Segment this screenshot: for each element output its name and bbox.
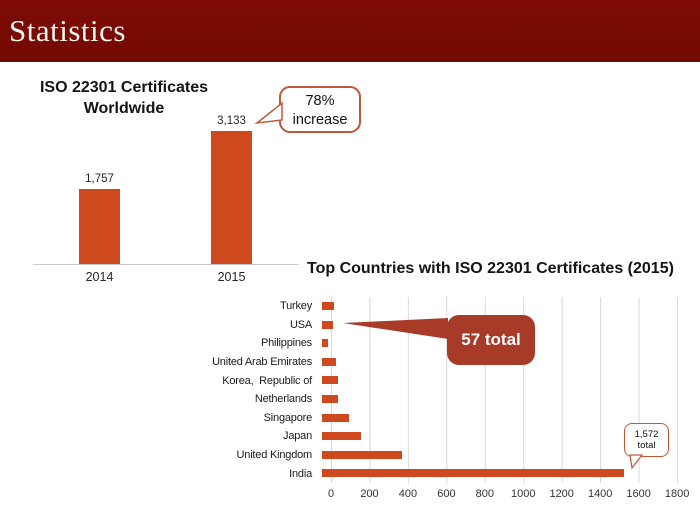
country-bar-track bbox=[322, 334, 668, 353]
country-bar bbox=[322, 302, 334, 310]
country-bar-track bbox=[322, 297, 668, 316]
country-bar bbox=[322, 320, 333, 329]
country-label: Japan bbox=[283, 430, 312, 443]
x-tick-label: 600 bbox=[437, 488, 456, 500]
country-row: United Arab Emirates bbox=[210, 353, 678, 372]
bar-value-label-2015: 3,133 bbox=[217, 115, 246, 127]
top-countries-rows: Turkey USA Philippines United Arab Emirates… bbox=[210, 297, 678, 483]
increase-callout-tail bbox=[254, 101, 283, 125]
country-bar-track bbox=[322, 446, 668, 465]
india-total-callout-line1: 1,572 bbox=[634, 429, 659, 440]
india-total-callout-line2: total bbox=[637, 440, 656, 451]
x-tick-label: 1000 bbox=[511, 488, 536, 500]
x-tick-label: 1400 bbox=[587, 488, 613, 500]
country-label: USA bbox=[289, 318, 312, 331]
country-bar bbox=[322, 450, 402, 459]
country-bar-track bbox=[322, 427, 668, 446]
usa-callout-tail bbox=[343, 318, 448, 339]
country-row: Japan bbox=[210, 427, 678, 446]
country-label: India bbox=[289, 467, 312, 480]
country-bar-track bbox=[322, 409, 668, 428]
x-tick-label: 800 bbox=[475, 488, 494, 500]
x-tick-label: 1600 bbox=[626, 488, 651, 500]
x-tick-label: 200 bbox=[360, 488, 379, 500]
bar-2014 bbox=[79, 189, 120, 264]
increase-callout: 78% increase bbox=[279, 86, 361, 133]
axis-label-2015: 2015 bbox=[217, 270, 246, 284]
country-bar bbox=[322, 469, 625, 478]
country-row: Philippines bbox=[210, 334, 678, 353]
country-label: United Arab Emirates bbox=[212, 356, 312, 369]
india-total-callout: 1,572 total bbox=[624, 423, 669, 457]
country-bar bbox=[322, 376, 339, 385]
country-bar-track bbox=[322, 464, 668, 483]
x-tick-label: 1200 bbox=[549, 488, 574, 500]
x-tick-label: 400 bbox=[398, 488, 418, 500]
worldwide-plot: 1,757 3,133 2014 2015 bbox=[33, 115, 298, 284]
country-bar bbox=[322, 339, 329, 348]
increase-callout-line1: 78% bbox=[305, 93, 335, 109]
worldwide-chart-title: ISO 22301 Certificates Worldwide bbox=[18, 77, 230, 119]
country-bar bbox=[322, 357, 336, 366]
usa-total-callout: 57 total bbox=[447, 315, 535, 365]
top-countries-chart-title: Top Countries with ISO 22301 Certificate… bbox=[307, 260, 674, 277]
country-row: Turkey bbox=[210, 297, 678, 316]
top-countries-x-axis: 0 200 400 600 800 1000 1200 1400 1600 1800 bbox=[327, 488, 689, 502]
country-bar bbox=[322, 413, 349, 422]
x-tick-label: 0 bbox=[327, 488, 335, 500]
country-bar-track bbox=[322, 316, 668, 335]
increase-callout-line2: increase bbox=[292, 112, 348, 128]
bar-value-label-2014: 1,757 bbox=[85, 173, 114, 185]
country-bar-track bbox=[322, 390, 668, 409]
page-title: Statistics bbox=[9, 13, 126, 48]
country-label: Netherlands bbox=[254, 393, 312, 406]
country-label: United Kingdom bbox=[236, 449, 313, 462]
country-label: Turkey bbox=[279, 300, 312, 313]
country-row: Netherlands bbox=[210, 390, 678, 409]
country-row: United Kingdom bbox=[210, 446, 678, 465]
x-tick-label: 1800 bbox=[664, 488, 690, 500]
country-bar bbox=[322, 394, 339, 403]
bar-2015 bbox=[211, 131, 252, 264]
country-row: Korea, Republic of bbox=[210, 371, 678, 390]
country-bar-track bbox=[322, 353, 668, 372]
worldwide-chart-title-line1: ISO 22301 Certificates bbox=[39, 79, 209, 96]
country-label: Singapore bbox=[263, 411, 313, 424]
country-bar-track bbox=[322, 371, 668, 390]
india-callout-tail bbox=[629, 454, 644, 470]
country-bar bbox=[322, 432, 362, 441]
worldwide-chart-title-line2: Worldwide bbox=[83, 100, 165, 117]
country-row: USA bbox=[210, 316, 678, 335]
country-label: Philippines bbox=[260, 337, 312, 350]
country-row: Singapore bbox=[210, 409, 678, 428]
axis-label-2014: 2014 bbox=[85, 270, 114, 284]
country-row: India bbox=[210, 464, 678, 483]
header-bar: Statistics bbox=[0, 0, 700, 62]
country-label: Korea, Republic of bbox=[222, 374, 312, 387]
